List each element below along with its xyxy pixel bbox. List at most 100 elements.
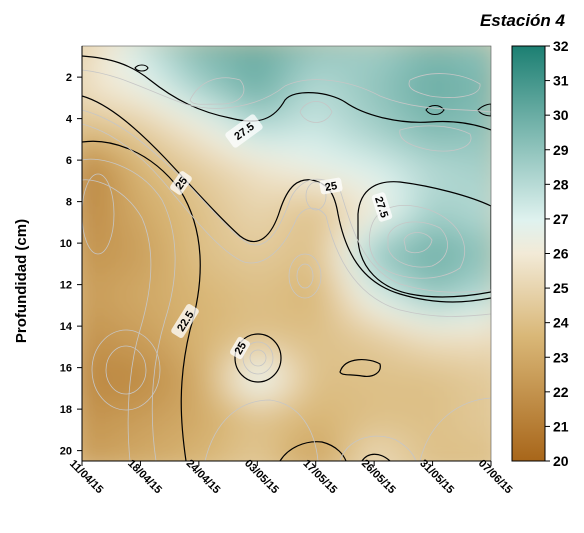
heat-cell [137,281,149,293]
heat-cell [323,262,334,274]
heat-cell [193,46,204,47]
y-axis-label: Profundidad (cm) [13,219,30,343]
heat-cell [472,347,483,359]
heat-cell [388,272,400,283]
heat-cell [323,291,334,302]
heat-cell [193,319,204,330]
heat-cell [165,140,176,151]
heat-cell [453,83,465,95]
heat-cell [258,102,269,114]
heat-cell [82,159,93,170]
heat-cell [267,46,279,47]
heat-cell [109,413,121,425]
heat-cell [398,310,409,321]
heat-cell [193,149,204,161]
heat-cell [166,461,176,471]
heat-cell [82,253,83,264]
heat-cell [398,328,409,340]
heat-cell [332,83,344,95]
heat-cell [100,64,111,76]
heat-cell [156,272,167,283]
heat-cell [388,215,400,227]
heat-cell [165,168,176,180]
heat-cell [444,168,455,180]
heat-cell [128,432,139,444]
colorbar-tick-label: 20 [553,453,569,469]
heat-cell [109,262,121,274]
heat-cell [379,253,390,264]
colorbar-tick-label: 30 [553,107,569,123]
heat-cell [82,206,83,217]
heat-cell [481,234,491,246]
heat-cell [184,423,195,434]
heat-cell [193,93,204,104]
heat-cell [202,168,214,180]
heat-cell [202,55,214,66]
heat-cell [370,149,381,161]
heat-cell [128,112,139,123]
heat-cell [453,74,465,85]
heat-cell [100,432,111,444]
heat-cell [184,168,195,180]
heat-cell [314,46,325,47]
heat-cell [472,432,483,444]
heat-cell [472,46,483,57]
heat-cell [202,357,214,368]
heat-cell [453,102,465,114]
heat-cell [370,93,381,104]
heat-cell [286,140,297,151]
heat-cell [491,414,501,424]
heat-cell [82,102,83,114]
heat-cell [379,281,390,293]
heat-cell [91,253,102,264]
heat-cell [379,404,390,415]
heat-cell [435,310,446,321]
heat-cell [91,272,102,283]
heat-cell [119,310,130,321]
heat-cell [147,93,158,104]
heat-cell [491,225,501,235]
heat-cell [472,83,483,95]
heat-cell [212,376,223,387]
heat-cell [444,376,455,387]
heat-cell [156,215,167,227]
heat-cell [277,178,288,189]
heat-cell [351,442,362,453]
heat-cell [472,168,483,180]
heat-cell [277,338,288,349]
heat-cell [91,423,102,434]
heat-cell [398,112,409,123]
heat-cell [156,451,167,461]
heat-cell [286,149,297,161]
heat-cell [258,272,269,283]
heat-cell [137,159,149,170]
contour-line-fine-20 [339,435,417,461]
heat-cell [435,262,446,274]
heat-cell [249,413,260,425]
heat-cell [314,206,325,217]
heat-cell [165,385,176,396]
heat-cell [119,262,130,274]
heat-cell [221,121,232,132]
heat-cell [453,281,465,293]
heat-cell [481,394,491,406]
heat-cell [453,168,465,180]
heat-cell [379,46,390,47]
heat-cell [305,281,316,293]
heat-cell [323,385,334,396]
heat-cell [370,55,381,66]
heat-cell [165,83,176,95]
heat-cell [277,74,288,85]
heat-cell [221,310,232,321]
heat-cell [463,262,474,274]
heat-cell [370,187,381,198]
heat-cell [286,423,297,434]
contour-line-fine-2 [82,109,491,293]
heat-cell [156,442,167,453]
heat-cell [258,196,269,208]
heat-cell [286,347,297,359]
heat-cell [174,215,186,227]
heat-cell [119,300,130,312]
heat-cell [174,253,186,264]
heat-cell [202,366,214,378]
